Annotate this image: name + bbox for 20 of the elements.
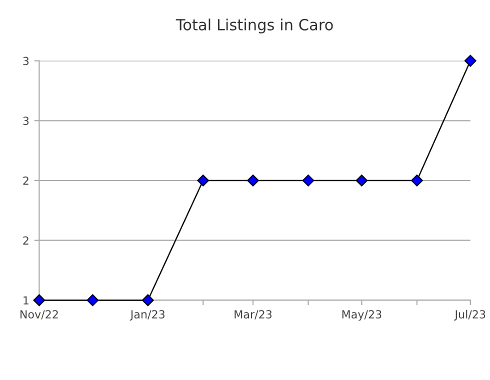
point [302,174,314,186]
chart-title: Total Listings in Caro [176,18,333,34]
point [247,174,259,186]
point [33,294,46,306]
point [356,174,368,186]
y-tick-label: 2 [23,176,28,185]
x-tick-label: Mar/23 [234,310,272,320]
x-tick-label: Jan/23 [130,310,165,321]
y-tick-label: 1 [24,296,28,304]
y-tick-label: 3 [23,116,29,126]
x-tick-label: Nov/22 [20,310,58,320]
y-tick-label: 2 [23,236,28,245]
point [464,54,476,67]
x-tick-label: Jul/23 [454,310,486,321]
y-tick-label: 3 [23,56,29,66]
point [142,294,154,306]
point [410,174,423,186]
point [86,294,99,306]
x-tick-label: May/23 [342,310,382,321]
point [197,174,210,186]
